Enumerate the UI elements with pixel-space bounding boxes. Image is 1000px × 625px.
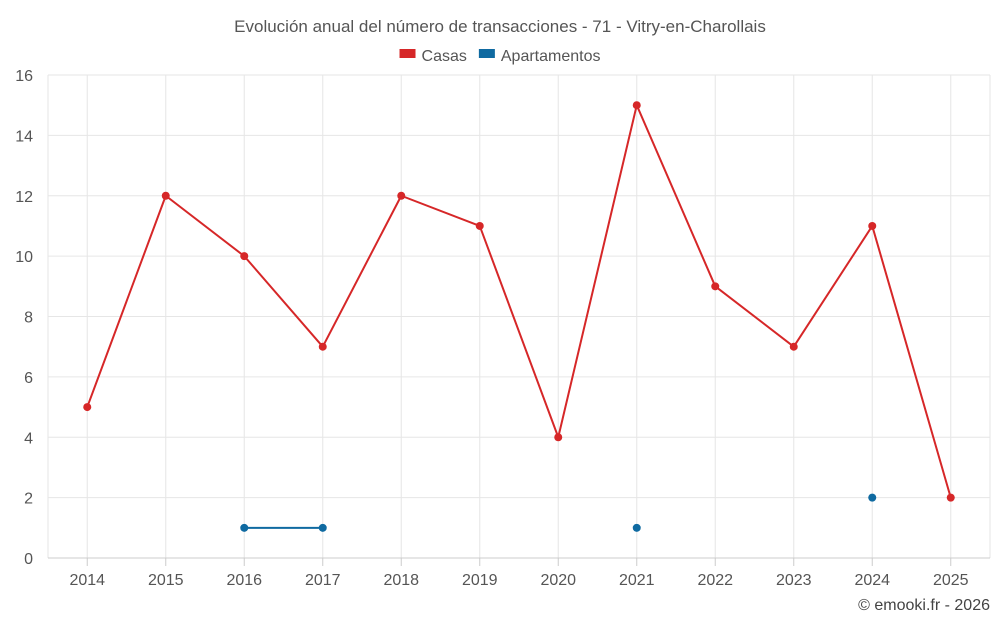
legend-item-apartamentos: Apartamentos [478,48,601,65]
x-tick-label: 2020 [540,572,576,589]
data-point-casas [946,493,955,502]
grid [47,74,991,558]
y-tick-label: 2 [24,491,33,508]
y-tick-label: 12 [15,189,33,206]
data-point-casas [632,101,641,110]
y-tick-label: 8 [24,310,33,327]
legend-swatch [478,49,495,58]
data-point-casas [83,403,92,412]
data-point-apartamentos [632,523,641,532]
x-tick-label: 2015 [148,572,184,589]
y-tick-label: 10 [15,249,33,266]
data-point-apartamentos [318,523,327,532]
data-point-casas [711,282,720,291]
data-point-casas [475,221,484,230]
data-point-casas [240,252,249,261]
credit-text: © emooki.fr - 2026 [858,597,990,614]
legend-item-casas: Casas [399,48,467,65]
data-point-casas [554,433,563,442]
data-point-casas [318,342,327,351]
x-tick-label: 2024 [854,572,890,589]
series-line-casas [86,104,952,498]
y-tick-label: 16 [15,68,33,85]
legend: Casas Apartamentos [399,48,601,65]
series [83,101,955,532]
legend-swatch [399,49,416,58]
data-point-casas [868,221,877,230]
x-tick-label: 2017 [305,572,341,589]
x-tick-label: 2014 [69,572,105,589]
x-tick-label: 2016 [226,572,262,589]
x-tick-label: 2018 [383,572,419,589]
chart-title: Evolución anual del número de transaccio… [234,17,766,36]
x-tick-label: 2022 [697,572,733,589]
y-tick-label: 6 [24,370,33,387]
data-point-casas [397,191,406,200]
data-point-apartamentos [240,523,249,532]
data-point-casas [789,342,798,351]
axes: 0 2 4 6 8 10 12 14 16 2014 2015 2016 2017 2018 2019 202… [15,68,990,589]
data-point-casas [161,191,170,200]
y-tick-label: 0 [24,551,33,568]
y-tick-label: 4 [24,430,33,447]
x-tick-label: 2023 [776,572,812,589]
y-tick-label: 14 [15,128,33,145]
x-tick-label: 2021 [619,572,655,589]
x-tick-label: 2019 [462,572,498,589]
legend-label: Apartamentos [501,48,601,65]
x-tick-label: 2025 [933,572,969,589]
legend-label: Casas [422,48,467,65]
data-point-apartamentos [868,493,877,502]
